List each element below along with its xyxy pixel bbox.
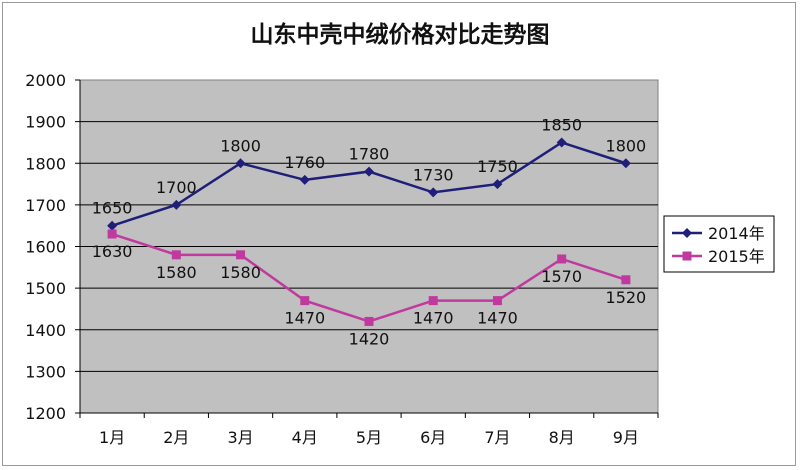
data-label: 1470 (413, 309, 454, 328)
data-point (300, 296, 310, 306)
y-tick-label: 1900 (25, 113, 66, 132)
data-point (428, 187, 439, 198)
data-point (299, 174, 310, 185)
data-label: 1750 (477, 157, 518, 176)
data-point (171, 199, 182, 210)
data-label: 1580 (156, 263, 197, 282)
data-label: 1470 (477, 309, 518, 328)
chart-title: 山东中壳中绒价格对比走势图 (251, 21, 550, 48)
data-label: 1700 (156, 178, 197, 197)
data-point (556, 137, 567, 148)
x-tick-label: 3月 (227, 428, 253, 447)
data-label: 1730 (413, 165, 454, 184)
data-point (364, 166, 374, 177)
legend-label: 2014年 (708, 224, 765, 243)
legend-marker (682, 228, 692, 238)
data-point (492, 179, 503, 190)
legend-box (663, 215, 775, 273)
x-tick-label: 8月 (549, 428, 575, 447)
legend-label: 2015年 (708, 247, 765, 266)
data-label: 1630 (92, 242, 133, 261)
y-tick-label: 1700 (25, 196, 66, 215)
data-label: 1780 (349, 145, 390, 164)
x-tick-label: 7月 (484, 428, 510, 447)
data-point (621, 275, 631, 285)
data-label: 1580 (220, 263, 261, 282)
data-point (428, 296, 438, 306)
data-point (171, 250, 181, 260)
data-label: 1570 (541, 267, 582, 286)
data-point (557, 254, 567, 264)
y-tick-label: 1200 (25, 404, 66, 423)
data-label: 1420 (349, 329, 390, 348)
data-point (620, 158, 631, 169)
legend: 2014年 2015年 (663, 215, 775, 273)
data-point (364, 316, 374, 326)
data-point (107, 220, 118, 231)
data-label: 1650 (92, 199, 133, 218)
data-point (236, 250, 246, 260)
y-tick-label: 1600 (25, 238, 66, 257)
y-tick-label: 2000 (25, 71, 66, 90)
y-tick-label: 1800 (25, 154, 66, 173)
x-tick-label: 4月 (292, 428, 318, 447)
y-tick-label: 1500 (25, 279, 66, 298)
y-tick-label: 1300 (25, 362, 66, 381)
data-label: 1520 (606, 288, 647, 307)
x-tick-label: 1月 (99, 428, 125, 447)
data-label: 1800 (220, 136, 261, 155)
data-label: 1470 (284, 309, 325, 328)
x-tick-label: 9月 (613, 428, 639, 447)
data-point (107, 229, 117, 239)
x-tick-label: 5月 (356, 428, 382, 447)
data-label: 1850 (541, 115, 582, 134)
data-point (492, 296, 502, 306)
data-point (235, 158, 246, 169)
data-label: 1800 (606, 136, 647, 155)
x-tick-label: 6月 (420, 428, 446, 447)
legend-marker (682, 251, 692, 261)
data-label: 1760 (284, 153, 325, 172)
y-tick-label: 1400 (25, 321, 66, 340)
x-tick-label: 2月 (163, 428, 189, 447)
